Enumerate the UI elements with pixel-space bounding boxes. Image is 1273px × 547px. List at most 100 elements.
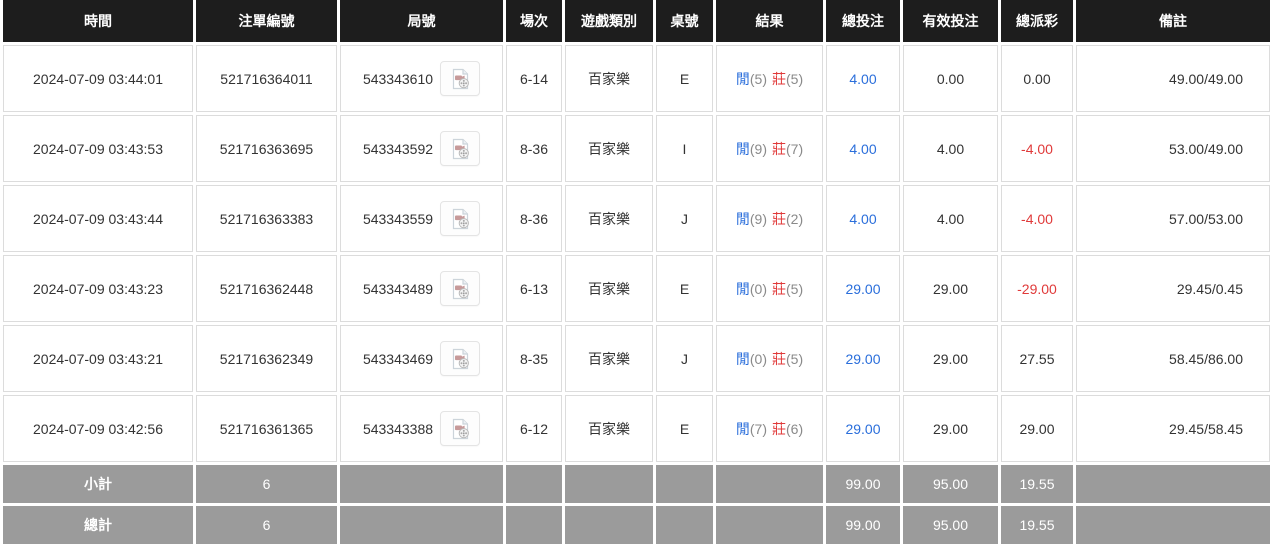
video-file-icon (448, 137, 473, 161)
result-banker-points: (5) (786, 350, 804, 367)
cell-time: 2024-07-09 03:43:44 (3, 185, 193, 252)
cell-payout: 29.00 (1001, 395, 1073, 462)
result-banker-points: (7) (786, 140, 804, 157)
cell-game-type: 百家樂 (565, 115, 653, 182)
round-number: 543343388 (362, 420, 434, 437)
cell-game-type: 百家樂 (565, 255, 653, 322)
cell-round-no: 543343559 (340, 185, 503, 252)
video-replay-button[interactable] (440, 131, 481, 166)
cell-remark: 29.45/0.45 (1076, 255, 1270, 322)
table-row: 2024-07-09 03:43:44 521716363383 5433435… (3, 185, 1270, 252)
subtotal-empty-session (506, 465, 562, 503)
cell-bet-id: 521716363383 (196, 185, 337, 252)
result-player-points: (5) (749, 70, 767, 87)
column-header-payout: 總派彩 (1001, 0, 1073, 42)
subtotal-empty-round (340, 465, 503, 503)
cell-time: 2024-07-09 03:43:21 (3, 325, 193, 392)
cell-result: 閒(5) 莊(5) (716, 45, 823, 112)
cell-game-type: 百家樂 (565, 45, 653, 112)
result-player-points: (0) (749, 280, 767, 297)
column-header-total-bet: 總投注 (826, 0, 900, 42)
cell-bet-id: 521716361365 (196, 395, 337, 462)
cell-session: 6-12 (506, 395, 562, 462)
cell-session: 8-36 (506, 115, 562, 182)
cell-valid-bet: 4.00 (903, 185, 998, 252)
table-header: 時間 注單編號 局號 場次 遊戲類別 桌號 結果 總投注 有效投注 總派彩 備註 (3, 0, 1270, 42)
result-banker-label: 莊 (772, 420, 786, 437)
subtotal-label: 小計 (3, 465, 193, 503)
table-row: 2024-07-09 03:43:21 521716362349 5433434… (3, 325, 1270, 392)
cell-game-type: 百家樂 (565, 325, 653, 392)
round-number: 543343469 (362, 350, 434, 367)
cell-valid-bet: 29.00 (903, 325, 998, 392)
cell-valid-bet: 0.00 (903, 45, 998, 112)
column-header-time: 時間 (3, 0, 193, 42)
column-header-bet-id: 注單編號 (196, 0, 337, 42)
result-player-points: (9) (749, 140, 767, 157)
table-body: 2024-07-09 03:44:01 521716364011 5433436… (3, 45, 1270, 462)
result-player-points: (9) (749, 210, 767, 227)
column-header-valid-bet: 有效投注 (903, 0, 998, 42)
cell-game-type: 百家樂 (565, 185, 653, 252)
cell-remark: 29.45/58.45 (1076, 395, 1270, 462)
cell-round-no: 543343388 (340, 395, 503, 462)
column-header-table-no: 桌號 (656, 0, 713, 42)
video-replay-button[interactable] (440, 271, 481, 306)
header-row: 時間 注單編號 局號 場次 遊戲類別 桌號 結果 總投注 有效投注 總派彩 備註 (3, 0, 1270, 42)
cell-result: 閒(9) 莊(2) (716, 185, 823, 252)
grand-total-row: 總計 6 99.00 95.00 19.55 (3, 506, 1270, 544)
video-file-icon (448, 207, 473, 231)
grand-total-payout: 19.55 (1001, 506, 1073, 544)
cell-payout: 0.00 (1001, 45, 1073, 112)
video-replay-button[interactable] (440, 341, 481, 376)
video-file-icon (448, 277, 473, 301)
video-replay-button[interactable] (440, 201, 481, 236)
cell-session: 8-35 (506, 325, 562, 392)
subtotal-empty-remark (1076, 465, 1270, 503)
cell-result: 閒(0) 莊(5) (716, 325, 823, 392)
result-banker-label: 莊 (772, 70, 786, 87)
round-number: 543343559 (362, 210, 434, 227)
subtotal-empty-game (565, 465, 653, 503)
cell-bet-id: 521716363695 (196, 115, 337, 182)
cell-payout: -29.00 (1001, 255, 1073, 322)
cell-time: 2024-07-09 03:42:56 (3, 395, 193, 462)
cell-payout: -4.00 (1001, 185, 1073, 252)
cell-total-bet: 4.00 (826, 45, 900, 112)
cell-table-no: J (656, 325, 713, 392)
video-replay-button[interactable] (440, 411, 481, 446)
cell-time: 2024-07-09 03:43:23 (3, 255, 193, 322)
cell-round-no: 543343489 (340, 255, 503, 322)
round-number: 543343592 (362, 140, 434, 157)
video-file-icon (448, 67, 473, 91)
video-replay-button[interactable] (440, 61, 481, 96)
cell-round-no: 543343469 (340, 325, 503, 392)
subtotal-count: 6 (196, 465, 337, 503)
grand-total-valid-bet: 95.00 (903, 506, 998, 544)
result-banker-points: (2) (786, 210, 804, 227)
table-row: 2024-07-09 03:44:01 521716364011 5433436… (3, 45, 1270, 112)
cell-time: 2024-07-09 03:44:01 (3, 45, 193, 112)
cell-result: 閒(0) 莊(5) (716, 255, 823, 322)
result-player-points: (7) (749, 420, 767, 437)
round-number: 543343489 (362, 280, 434, 297)
cell-payout: 27.55 (1001, 325, 1073, 392)
result-banker-points: (5) (786, 280, 804, 297)
grand-total-empty-session (506, 506, 562, 544)
result-banker-points: (6) (786, 420, 804, 437)
cell-session: 8-36 (506, 185, 562, 252)
table-row: 2024-07-09 03:43:53 521716363695 5433435… (3, 115, 1270, 182)
result-banker-label: 莊 (772, 280, 786, 297)
cell-session: 6-14 (506, 45, 562, 112)
result-player-label: 閒 (735, 420, 750, 437)
grand-total-total-bet: 99.00 (826, 506, 900, 544)
cell-bet-id: 521716362349 (196, 325, 337, 392)
table-footer: 小計 6 99.00 95.00 19.55 總計 6 99.00 95.00 … (3, 465, 1270, 544)
subtotal-empty-result (716, 465, 823, 503)
video-file-icon (448, 417, 473, 441)
subtotal-total-bet: 99.00 (826, 465, 900, 503)
cell-total-bet: 29.00 (826, 255, 900, 322)
table-row: 2024-07-09 03:43:23 521716362448 5433434… (3, 255, 1270, 322)
grand-total-label: 總計 (3, 506, 193, 544)
cell-total-bet: 4.00 (826, 115, 900, 182)
